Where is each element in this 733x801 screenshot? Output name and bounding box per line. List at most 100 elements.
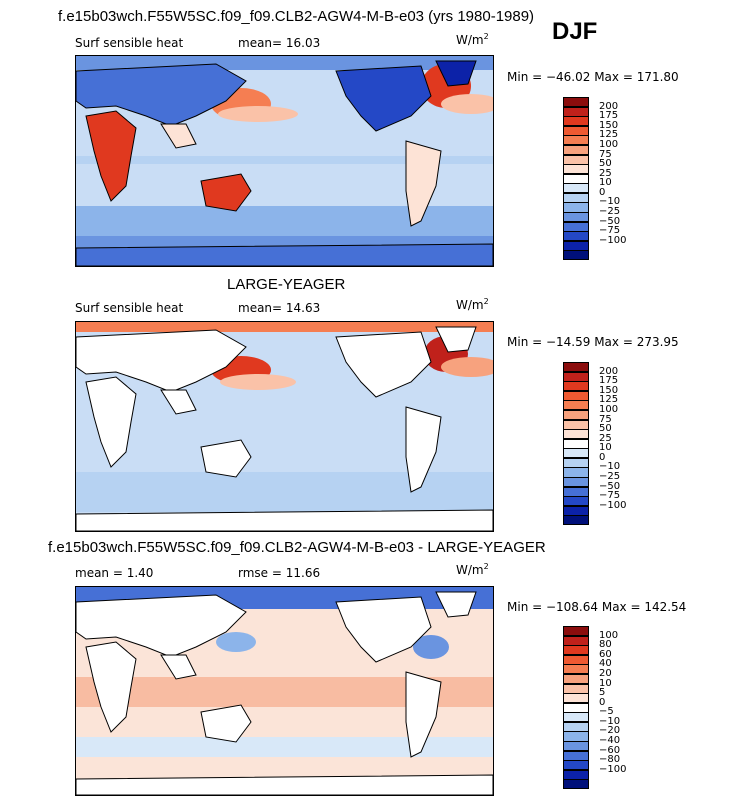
colorbar-tick-label: −25: [599, 206, 621, 218]
panel2-minmax: Min = −14.59 Max = 273.95: [507, 335, 679, 349]
panel3-kuroshio-anom: [216, 632, 256, 652]
colorbar-tick-label: 0: [599, 696, 606, 708]
panel2-south-america: [405, 406, 442, 493]
panel1-units: W/m2: [456, 32, 489, 47]
colorbar-box: [563, 135, 589, 146]
colorbar-box: [563, 164, 589, 175]
colorbar-tick-label: 10: [599, 442, 612, 454]
colorbar-box: [563, 183, 589, 194]
colorbar-tick-label: 0: [599, 451, 606, 463]
colorbar-tick-label: −10: [599, 461, 621, 473]
panel2-southern-band: [76, 472, 493, 512]
colorbar-tick-label: −40: [599, 735, 621, 747]
panel3-antarctica: [76, 774, 493, 795]
colorbar-tick-label: −10: [599, 196, 621, 208]
panel1-variable-label: Surf sensible heat: [75, 36, 184, 50]
colorbar-tick-label: 10: [599, 177, 612, 189]
colorbar-tick-label: 125: [599, 129, 619, 141]
colorbar-box: [563, 202, 589, 213]
colorbar-box: [563, 457, 589, 468]
panel1-minmax: Min = −46.02 Max = 171.80: [507, 70, 679, 84]
colorbar-box: [563, 769, 589, 780]
panel1-title: f.e15b03wch.F55W5SC.f09_f09.CLB2-AGW4-M-…: [58, 8, 535, 25]
panel2-units: W/m2: [456, 297, 489, 312]
colorbar-box: [563, 240, 589, 251]
panel2-north-america: [335, 331, 432, 398]
colorbar-tick-label: −50: [599, 215, 621, 227]
colorbar-tick-label: 125: [599, 394, 619, 406]
panel3-units: W/m2: [456, 562, 489, 577]
colorbar-tick-label: −20: [599, 725, 621, 737]
colorbar-box: [563, 400, 589, 411]
panel3-map-svg: [76, 587, 493, 795]
colorbar-tick-label: 175: [599, 375, 619, 387]
colorbar-box: [563, 721, 589, 732]
panel2-units-base: W/m: [456, 298, 484, 312]
panel1-map: [75, 55, 494, 267]
panel2-arctic-band: [76, 322, 493, 332]
colorbar-tick-label: −100: [599, 499, 627, 511]
colorbar-box: [563, 477, 589, 488]
panel1-south-asia: [160, 123, 197, 149]
panel3-north-america: [335, 596, 432, 663]
panel2-gulfstream-tail: [441, 357, 493, 377]
colorbar-tick-label: 175: [599, 110, 619, 122]
colorbar-tick-label: 50: [599, 423, 612, 435]
panel1-gulfstream-tail: [441, 94, 493, 114]
panel2-south-asia: [160, 389, 197, 415]
panel1-south-america: [405, 140, 442, 227]
colorbar-box: [563, 448, 589, 459]
colorbar-box: [563, 429, 589, 440]
panel3-south-asia: [160, 654, 197, 680]
colorbar-box: [563, 467, 589, 478]
panel1-antarctica: [76, 243, 493, 266]
colorbar-tick-label: 25: [599, 432, 612, 444]
colorbar-tick-label: 150: [599, 119, 619, 131]
panel3-mean-label: mean = 1.40: [75, 566, 154, 580]
panel2-kuroshio-tail: [220, 374, 296, 390]
season-label: DJF: [552, 18, 598, 45]
panel1-units-exp: 2: [483, 32, 489, 41]
colorbar-box: [563, 97, 589, 108]
colorbar-box: [563, 362, 589, 373]
colorbar-tick-label: 20: [599, 667, 612, 679]
colorbar-box: [563, 673, 589, 685]
colorbar-box: [563, 760, 589, 771]
colorbar-box: [563, 106, 589, 117]
colorbar-box: [563, 212, 589, 223]
colorbar-box: [563, 712, 589, 723]
colorbar-box: [563, 250, 589, 261]
colorbar-box: [563, 496, 589, 507]
panel3-greenland: [435, 591, 477, 618]
colorbar-box: [563, 626, 589, 637]
colorbar-box: [563, 409, 589, 421]
colorbar-box: [563, 654, 589, 665]
panel2-units-exp: 2: [483, 297, 489, 306]
panel1-africa: [85, 110, 137, 202]
colorbar-box: [563, 741, 589, 752]
panel1-mean-label: mean= 16.03: [238, 36, 321, 50]
panel3-southern-band: [76, 737, 493, 757]
colorbar-box: [563, 144, 589, 156]
colorbar-tick-label: 40: [599, 658, 612, 670]
colorbar-tick-label: 100: [599, 629, 619, 641]
panel3-africa: [85, 641, 137, 733]
colorbar-box: [563, 221, 589, 232]
panel1-australia: [200, 173, 252, 212]
colorbar-tick-label: 150: [599, 384, 619, 396]
panel2-colorbar: 200 175 150 125 100 75 50 25 10 0 −10 −25 −50 −75 −100: [563, 362, 626, 526]
colorbar-tick-label: −100: [599, 234, 627, 246]
panel3-gulfstream-anom: [413, 635, 449, 659]
panel2-variable-label: Surf sensible heat: [75, 301, 184, 315]
panel3-title: f.e15b03wch.F55W5SC.f09_f09.CLB2-AGW4-M-…: [48, 539, 546, 556]
colorbar-box: [563, 645, 589, 656]
panel2-map-svg: [76, 322, 493, 531]
colorbar-tick-label: −50: [599, 480, 621, 492]
panel1-kuroshio-tail: [218, 106, 298, 122]
colorbar-tick-label: 5: [599, 687, 606, 699]
panel1-map-svg: [76, 56, 493, 266]
colorbar-tick-label: −75: [599, 490, 621, 502]
colorbar-tick-label: −75: [599, 225, 621, 237]
panel3-minmax: Min = −108.64 Max = 142.54: [507, 600, 687, 614]
colorbar-box: [563, 419, 589, 430]
